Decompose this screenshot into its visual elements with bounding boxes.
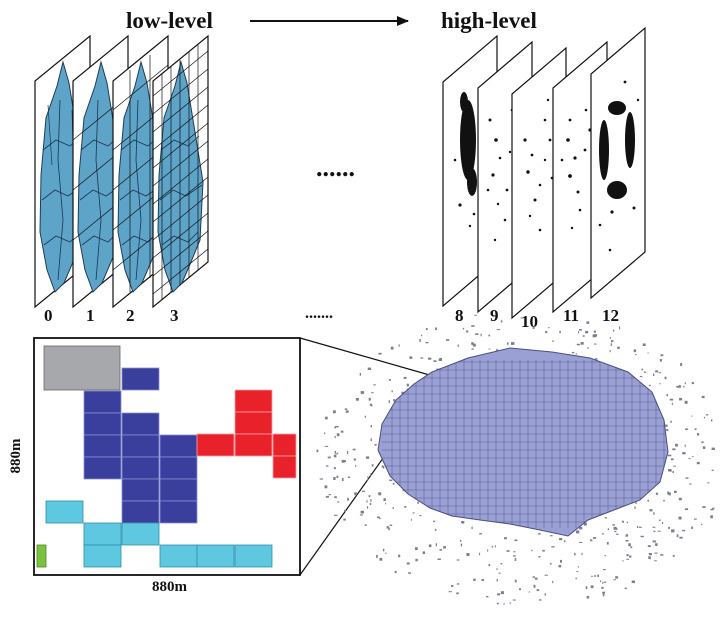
title-low-level: low-level (126, 8, 213, 33)
activation-blob-12 (598, 80, 640, 252)
zoom-connector-top (299, 337, 441, 379)
block-group-navy (83, 367, 198, 524)
high-level-label-12: 12 (602, 306, 619, 325)
high-level-label-9: 9 (490, 306, 499, 325)
upper-ellipsis: ...... (316, 153, 355, 182)
low-level-feature-stack: 0 1 2 3 (34, 34, 209, 325)
feature-map-3: 3 (152, 34, 209, 325)
urban-area-map (316, 314, 715, 605)
height-dimension-label: 880m (8, 438, 24, 474)
high-level-label-10: 10 (521, 312, 538, 331)
terrain-surface-3 (157, 60, 204, 293)
activation-blob-10 (523, 98, 554, 232)
high-level-label-8: 8 (455, 306, 464, 325)
block-green (36, 544, 47, 568)
title-high-level: high-level (441, 8, 537, 33)
low-level-label-0: 0 (44, 306, 53, 325)
block-group-cyan (45, 500, 273, 568)
high-level-feature-stack: 8 9 10 11 12 (442, 26, 646, 331)
feature-map-12: 12 (590, 26, 646, 325)
zoomed-patch: 880m 880m (8, 337, 301, 595)
low-level-label-3: 3 (170, 306, 179, 325)
lower-ellipsis: ....... (305, 305, 333, 322)
low-level-label-1: 1 (86, 306, 95, 325)
block-gray (43, 345, 121, 391)
activation-blob-8 (460, 100, 476, 180)
width-dimension-label: 880m (152, 579, 188, 595)
block-group-red (196, 389, 297, 479)
low-level-label-2: 2 (126, 306, 135, 325)
high-level-label-11: 11 (563, 306, 579, 325)
